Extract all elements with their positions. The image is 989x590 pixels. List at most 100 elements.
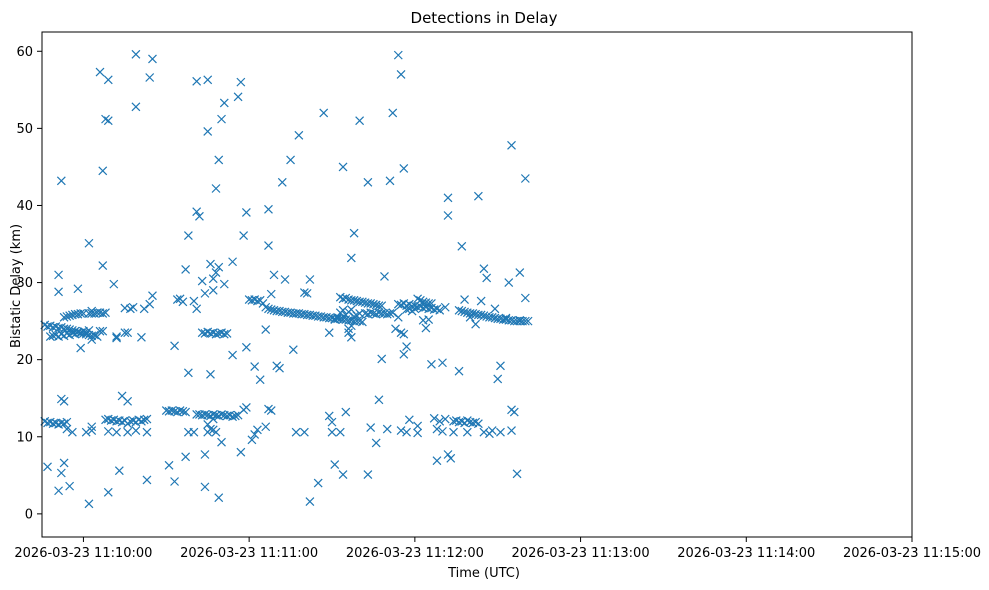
chart-title: Detections in Delay — [411, 9, 558, 27]
data-point — [363, 470, 373, 479]
data-point — [203, 127, 213, 136]
data-point — [473, 191, 483, 201]
data-point — [346, 332, 356, 342]
data-point — [413, 294, 423, 304]
data-point — [369, 299, 378, 309]
data-point — [435, 305, 445, 315]
data-point — [438, 358, 447, 368]
data-point — [291, 427, 301, 437]
data-point — [509, 407, 519, 417]
data-point — [192, 76, 202, 86]
data-point — [396, 426, 406, 436]
data-point — [327, 417, 337, 427]
data-point — [123, 328, 133, 338]
data-point — [432, 456, 442, 466]
data-point — [344, 328, 353, 338]
data-point — [261, 422, 271, 432]
data-point — [333, 312, 342, 322]
data-point — [211, 427, 221, 437]
data-point — [145, 299, 155, 309]
data-point — [90, 330, 99, 340]
data-point — [206, 259, 215, 269]
data-point — [319, 108, 329, 118]
data-point — [241, 207, 251, 217]
data-point — [341, 293, 351, 303]
data-point — [222, 329, 232, 338]
data-point — [137, 416, 146, 426]
data-point — [520, 174, 530, 183]
data-point — [460, 295, 469, 304]
data-point — [443, 211, 453, 220]
data-point — [87, 306, 97, 316]
data-point — [388, 108, 398, 118]
data-point — [471, 319, 481, 329]
data-point — [355, 316, 365, 326]
data-point — [250, 430, 260, 439]
data-point — [457, 241, 467, 251]
data-point — [228, 412, 237, 422]
data-point — [120, 328, 130, 338]
data-point — [183, 231, 193, 240]
data-point — [255, 375, 265, 385]
data-point — [253, 425, 262, 435]
data-point — [496, 427, 505, 437]
data-point — [84, 238, 94, 248]
data-point — [402, 305, 411, 314]
data-point — [76, 308, 86, 318]
data-point — [148, 291, 157, 301]
data-point — [468, 308, 478, 318]
data-point — [399, 164, 409, 173]
data-point — [479, 311, 489, 321]
data-point — [479, 264, 489, 274]
data-point — [338, 305, 348, 315]
data-point — [54, 486, 63, 496]
data-point — [269, 270, 279, 280]
data-point — [313, 478, 323, 488]
data-point — [487, 426, 497, 436]
data-point — [396, 328, 406, 338]
data-point — [410, 304, 420, 314]
data-point — [79, 329, 88, 338]
data-point — [73, 284, 83, 294]
data-point — [103, 426, 113, 436]
data-point — [217, 114, 226, 124]
data-point — [200, 450, 210, 459]
data-point — [402, 427, 411, 437]
data-point — [382, 424, 392, 434]
data-point — [112, 427, 121, 437]
data-point — [211, 184, 221, 193]
data-point — [286, 155, 295, 165]
y-tick-label: 40 — [16, 199, 33, 214]
data-point — [457, 306, 467, 316]
data-point — [264, 304, 273, 314]
data-point — [208, 414, 218, 424]
data-point — [59, 312, 69, 322]
data-point — [427, 298, 436, 308]
data-point — [178, 406, 188, 416]
data-point — [479, 427, 489, 437]
data-point — [346, 253, 356, 263]
data-point — [393, 50, 403, 60]
data-point — [385, 308, 395, 318]
data-point — [197, 276, 207, 286]
data-point — [341, 407, 351, 417]
data-point — [211, 329, 221, 339]
data-point — [172, 295, 182, 304]
data-point — [206, 369, 215, 379]
data-point — [424, 315, 434, 325]
data-point — [131, 49, 141, 59]
data-point — [131, 426, 141, 436]
data-point — [59, 458, 69, 468]
data-point — [280, 275, 290, 284]
data-point — [404, 415, 414, 425]
data-point — [56, 176, 66, 186]
data-point — [43, 462, 52, 472]
data-point — [487, 312, 497, 322]
x-tick-label: 2026-03-23 11:10:00 — [14, 546, 152, 561]
data-point — [429, 413, 439, 423]
data-point — [214, 262, 224, 272]
data-point — [59, 419, 69, 429]
data-point — [399, 329, 409, 339]
data-point — [366, 298, 376, 308]
